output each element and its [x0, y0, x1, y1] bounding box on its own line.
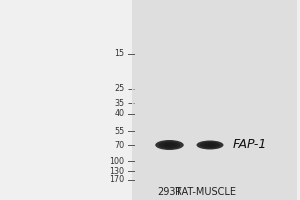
Ellipse shape — [206, 144, 214, 146]
Ellipse shape — [159, 141, 180, 149]
Ellipse shape — [162, 142, 177, 147]
Ellipse shape — [203, 143, 217, 147]
Text: 15: 15 — [114, 49, 124, 58]
Text: 25: 25 — [114, 84, 124, 93]
FancyBboxPatch shape — [132, 0, 297, 200]
Text: 100: 100 — [110, 156, 124, 166]
Text: 170: 170 — [110, 176, 124, 184]
Text: FAP-1: FAP-1 — [232, 138, 267, 152]
Text: 35: 35 — [114, 98, 124, 108]
Text: RAT-MUSCLE: RAT-MUSCLE — [175, 187, 236, 197]
Text: 55: 55 — [114, 127, 124, 136]
Ellipse shape — [165, 144, 174, 146]
Ellipse shape — [155, 140, 184, 150]
Text: 70: 70 — [114, 140, 124, 149]
Ellipse shape — [196, 140, 224, 149]
Text: 40: 40 — [115, 110, 124, 118]
Text: 293T: 293T — [157, 187, 182, 197]
Ellipse shape — [200, 142, 220, 148]
Text: 130: 130 — [110, 166, 124, 176]
